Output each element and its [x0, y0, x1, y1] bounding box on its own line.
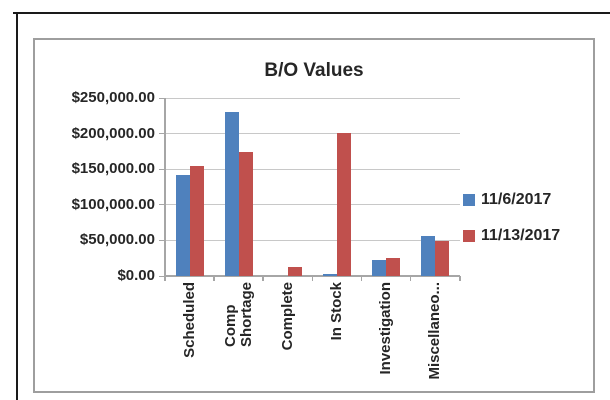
y-axis-tick — [159, 239, 165, 241]
y-axis-label: $200,000.00 — [71, 124, 155, 142]
bar-11-13-2017-complete — [287, 267, 302, 276]
gridline — [165, 204, 460, 206]
legend-label: 11/13/2017 — [481, 227, 561, 244]
x-axis-tick — [164, 276, 166, 281]
chart-plot-container: B/O Values $250,000.00 $200,000.00 $150,00… — [35, 40, 593, 391]
y-axis-label: $50,000.00 — [79, 231, 155, 249]
bar-11-6-2017-miscellaneo--- — [421, 236, 436, 276]
x-axis-tick — [459, 276, 461, 281]
x-axis-label: Complete — [278, 282, 296, 351]
y-axis-tick — [159, 97, 165, 99]
y-axis-label: $100,000.00 — [71, 195, 155, 213]
x-axis-label: Scheduled — [180, 282, 198, 358]
y-axis-label: $250,000.00 — [71, 89, 155, 106]
y-axis-label: $0.00 — [117, 267, 155, 284]
x-axis-label: Comp Shortage — [221, 282, 255, 348]
bar-11-13-2017-in-stock — [337, 132, 352, 276]
gridline — [165, 133, 460, 135]
x-axis-tick — [360, 276, 363, 281]
y-axis-tick — [159, 275, 165, 277]
legend-item: 11/6/2017 — [463, 190, 551, 210]
x-axis-label: In Stock — [328, 282, 346, 341]
legend-item: 11/13/2017 — [463, 226, 560, 246]
y-axis-label: $150,000.00 — [71, 160, 155, 178]
x-axis-label: Investigation — [377, 282, 395, 375]
table-border-left — [16, 12, 18, 400]
x-axis-label: Miscellaneo... — [426, 282, 444, 380]
bar-11-13-2017-comp — [238, 152, 253, 276]
x-axis-tick — [311, 276, 313, 281]
legend-swatch-icon — [463, 194, 475, 206]
table-border-top — [13, 12, 610, 14]
bar-11-6-2017-comp — [224, 111, 239, 276]
y-axis-tick — [159, 133, 165, 135]
bar-11-13-2017-miscellaneo--- — [435, 241, 450, 276]
y-axis — [164, 98, 166, 276]
chart-title: B/O Values — [264, 60, 364, 81]
bar-11-6-2017-scheduled — [175, 174, 190, 276]
x-axis-tick — [262, 276, 264, 281]
bar-11-13-2017-scheduled — [189, 165, 204, 276]
y-axis-tick — [159, 204, 165, 206]
x-axis-tick — [409, 276, 412, 281]
legend-label: 11/6/2017 — [481, 191, 552, 208]
y-axis-tick — [159, 168, 165, 170]
gridline — [165, 97, 460, 99]
bar-11-6-2017-in-stock — [323, 273, 338, 276]
chart[interactable]: B/O Values $250,000.00 $200,000.00 $150,00… — [33, 38, 595, 393]
bar-11-6-2017-investigation — [372, 259, 387, 276]
legend-swatch-icon — [463, 230, 475, 242]
gridline — [165, 168, 460, 170]
bar-11-13-2017-investigation — [386, 258, 401, 276]
gridline — [165, 239, 460, 241]
x-axis-tick — [213, 276, 215, 281]
